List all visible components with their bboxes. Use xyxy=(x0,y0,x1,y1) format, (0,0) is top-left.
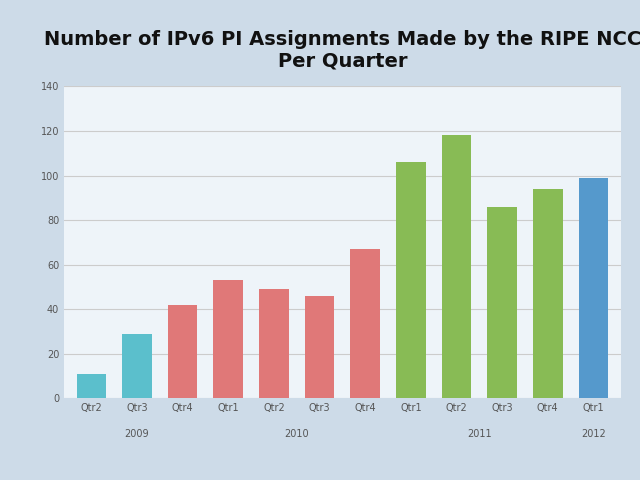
Bar xyxy=(77,374,106,398)
Bar xyxy=(396,162,426,398)
Bar xyxy=(305,296,335,398)
Text: 2009: 2009 xyxy=(125,429,149,439)
Bar xyxy=(487,207,517,398)
Bar xyxy=(214,280,243,398)
Bar xyxy=(122,334,152,398)
Text: 2011: 2011 xyxy=(467,429,492,439)
Text: 2010: 2010 xyxy=(284,429,309,439)
Bar xyxy=(350,249,380,398)
Text: 2012: 2012 xyxy=(581,429,606,439)
Bar xyxy=(442,135,471,398)
Title: Number of IPv6 PI Assignments Made by the RIPE NCC
Per Quarter: Number of IPv6 PI Assignments Made by th… xyxy=(44,30,640,71)
Bar xyxy=(579,178,608,398)
Bar xyxy=(168,305,198,398)
Bar xyxy=(259,289,289,398)
Bar xyxy=(533,189,563,398)
